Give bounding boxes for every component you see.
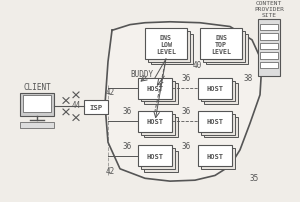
FancyBboxPatch shape [138,111,172,132]
FancyBboxPatch shape [204,117,238,138]
Text: 42: 42 [106,166,115,175]
Text: 36: 36 [182,141,191,150]
FancyBboxPatch shape [260,62,278,69]
Text: 36: 36 [182,74,191,83]
FancyBboxPatch shape [84,100,108,114]
FancyBboxPatch shape [260,34,278,41]
FancyBboxPatch shape [203,32,245,62]
Text: HOST: HOST [206,119,224,125]
FancyBboxPatch shape [141,114,175,135]
FancyBboxPatch shape [198,145,232,166]
Text: 36: 36 [123,141,132,150]
Text: CONTENT
PROVIDER
SITE: CONTENT PROVIDER SITE [254,1,284,18]
FancyBboxPatch shape [260,53,278,59]
FancyBboxPatch shape [23,95,51,112]
Text: HOST: HOST [146,86,164,92]
Text: CLIENT: CLIENT [23,83,51,92]
FancyBboxPatch shape [206,35,248,65]
FancyBboxPatch shape [260,25,278,31]
Polygon shape [105,23,262,181]
Text: ISP: ISP [89,104,103,110]
FancyBboxPatch shape [138,78,172,99]
Text: 35: 35 [250,173,259,182]
Text: BUDDY: BUDDY [130,70,153,79]
FancyBboxPatch shape [200,29,242,59]
FancyBboxPatch shape [198,111,232,132]
FancyBboxPatch shape [141,81,175,102]
Text: HOST: HOST [206,153,224,159]
FancyBboxPatch shape [144,84,178,105]
FancyBboxPatch shape [145,29,187,59]
Text: HOST: HOST [146,119,164,125]
FancyBboxPatch shape [260,43,278,50]
FancyBboxPatch shape [201,81,235,102]
FancyBboxPatch shape [144,151,178,172]
FancyBboxPatch shape [20,94,54,116]
Text: 36: 36 [182,107,191,116]
Text: 44: 44 [72,100,81,109]
Text: HOST: HOST [146,153,164,159]
FancyBboxPatch shape [141,148,175,169]
FancyBboxPatch shape [20,123,54,128]
FancyBboxPatch shape [201,114,235,135]
Text: 40: 40 [193,61,202,70]
Text: 42: 42 [106,87,115,96]
Text: HOST: HOST [206,86,224,92]
FancyBboxPatch shape [151,35,193,65]
Text: 38: 38 [243,74,252,83]
Text: 36: 36 [123,107,132,116]
FancyBboxPatch shape [148,32,190,62]
FancyBboxPatch shape [138,145,172,166]
FancyBboxPatch shape [204,84,238,105]
FancyBboxPatch shape [258,20,280,77]
FancyBboxPatch shape [201,148,235,169]
FancyBboxPatch shape [144,117,178,138]
Text: DNS
TOP
LEVEL: DNS TOP LEVEL [211,34,231,54]
FancyBboxPatch shape [198,78,232,99]
Text: DNS
LOW
LEVEL: DNS LOW LEVEL [156,34,176,54]
